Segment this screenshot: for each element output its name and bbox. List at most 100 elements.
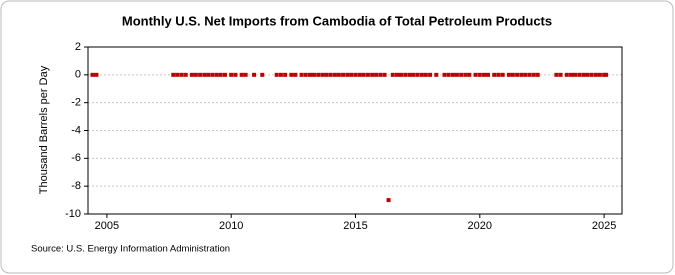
point — [577, 72, 582, 77]
point — [486, 72, 491, 77]
point — [428, 72, 433, 77]
point — [374, 72, 379, 77]
y-tick-label: -10 — [65, 208, 81, 220]
point — [510, 72, 515, 77]
point — [214, 72, 219, 77]
x-tick-label: 2005 — [95, 220, 119, 232]
point — [171, 72, 176, 77]
point — [593, 72, 598, 77]
point — [554, 72, 559, 77]
point — [395, 72, 400, 77]
point — [535, 72, 540, 77]
point — [581, 72, 586, 77]
point — [573, 72, 578, 77]
point — [328, 72, 333, 77]
point — [189, 72, 194, 77]
point — [332, 72, 337, 77]
point — [569, 72, 574, 77]
point — [349, 72, 354, 77]
point — [519, 72, 524, 77]
point — [94, 72, 99, 77]
point — [233, 72, 238, 77]
point — [179, 72, 184, 77]
point — [361, 72, 366, 77]
chart-title: Monthly U.S. Net Imports from Cambodia o… — [122, 13, 552, 28]
point — [390, 72, 395, 77]
point — [564, 72, 569, 77]
y-tick-label: -6 — [71, 152, 81, 164]
point — [407, 72, 412, 77]
point — [324, 72, 329, 77]
point — [336, 72, 341, 77]
point — [229, 72, 234, 77]
y-tick-label: -4 — [71, 124, 81, 136]
point — [454, 72, 459, 77]
y-tick-label: -8 — [71, 180, 81, 192]
x-tick-label: 2015 — [343, 220, 367, 232]
point — [473, 72, 478, 77]
point — [365, 72, 370, 77]
point — [283, 72, 288, 77]
point — [311, 72, 316, 77]
point — [193, 72, 198, 77]
point — [90, 72, 95, 77]
point — [463, 72, 468, 77]
point — [222, 72, 227, 77]
point — [589, 72, 594, 77]
point — [353, 72, 358, 77]
y-tick-label: 0 — [75, 69, 81, 81]
point — [341, 72, 346, 77]
point — [434, 72, 439, 77]
point — [506, 72, 511, 77]
point — [467, 72, 472, 77]
point — [382, 72, 387, 77]
y-axis-label: Thousand Barrels per Day — [38, 65, 50, 194]
point — [477, 72, 482, 77]
point — [403, 72, 408, 77]
point — [218, 72, 223, 77]
point — [500, 72, 505, 77]
point — [492, 72, 497, 77]
point — [289, 72, 294, 77]
point — [239, 72, 244, 77]
point — [459, 72, 464, 77]
x-tick-label: 2020 — [468, 220, 492, 232]
point — [604, 72, 609, 77]
point — [260, 72, 265, 77]
point — [423, 72, 428, 77]
point — [320, 72, 325, 77]
point — [252, 72, 257, 77]
x-tick-label: 2010 — [219, 220, 243, 232]
point — [293, 72, 298, 77]
y-tick-label: -2 — [71, 97, 81, 109]
source-note: Source: U.S. Energy Information Administ… — [31, 244, 230, 255]
point — [303, 72, 308, 77]
point — [210, 72, 215, 77]
y-tick-label: 2 — [75, 41, 81, 53]
point — [515, 72, 520, 77]
point — [183, 72, 188, 77]
point — [378, 72, 383, 77]
point — [386, 198, 391, 203]
point — [585, 72, 590, 77]
point — [450, 72, 455, 77]
point — [442, 72, 447, 77]
point — [527, 72, 532, 77]
point — [523, 72, 528, 77]
plot-border — [87, 46, 623, 215]
point — [419, 72, 424, 77]
point — [308, 72, 313, 77]
point — [274, 72, 279, 77]
point — [357, 72, 362, 77]
point — [243, 72, 248, 77]
point — [202, 72, 207, 77]
point — [278, 72, 283, 77]
point — [558, 72, 563, 77]
point — [446, 72, 451, 77]
point — [531, 72, 536, 77]
point — [482, 72, 487, 77]
point — [299, 72, 304, 77]
point — [345, 72, 350, 77]
